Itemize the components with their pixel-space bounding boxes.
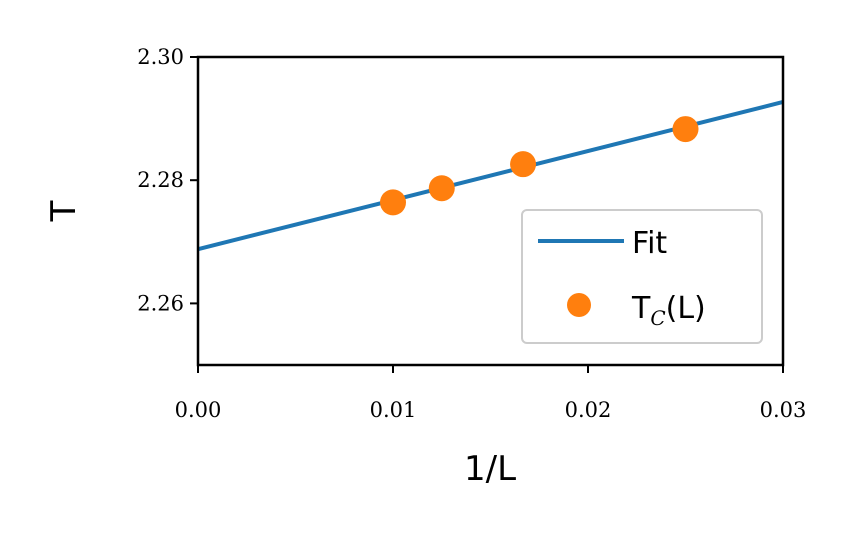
legend: Fit TC(L) (521, 209, 763, 344)
axis-ticks: 0.00 0.01 0.02 0.03 2.26 2.28 2.30 (137, 45, 806, 422)
y-tick-label: 2.26 (137, 291, 184, 315)
x-tick-label: 0.00 (175, 398, 222, 422)
x-tick-label: 0.01 (370, 398, 417, 422)
y-tick-label: 2.28 (137, 168, 184, 192)
x-tick-label: 0.02 (565, 398, 612, 422)
plot-area (197, 100, 784, 252)
x-tick-label: 0.03 (760, 398, 807, 422)
x-axis-label: 1/L (464, 449, 516, 489)
legend-tc-main: T (631, 291, 651, 326)
legend-fit-label: Fit (632, 226, 667, 261)
plot-frame (196, 55, 785, 367)
y-axis-label: T (44, 200, 84, 222)
y-tick-label: 2.30 (137, 45, 184, 69)
legend-tc-marker (567, 293, 591, 317)
legend-tc-suffix: (L) (666, 291, 706, 326)
legend-tc-subscript: C (650, 306, 665, 330)
tc-data-point (510, 151, 537, 178)
tc-data-point (672, 116, 699, 143)
tc-data-point (428, 175, 455, 202)
legend-tc-label: TC(L) (631, 291, 706, 330)
tc-data-point (380, 189, 406, 216)
